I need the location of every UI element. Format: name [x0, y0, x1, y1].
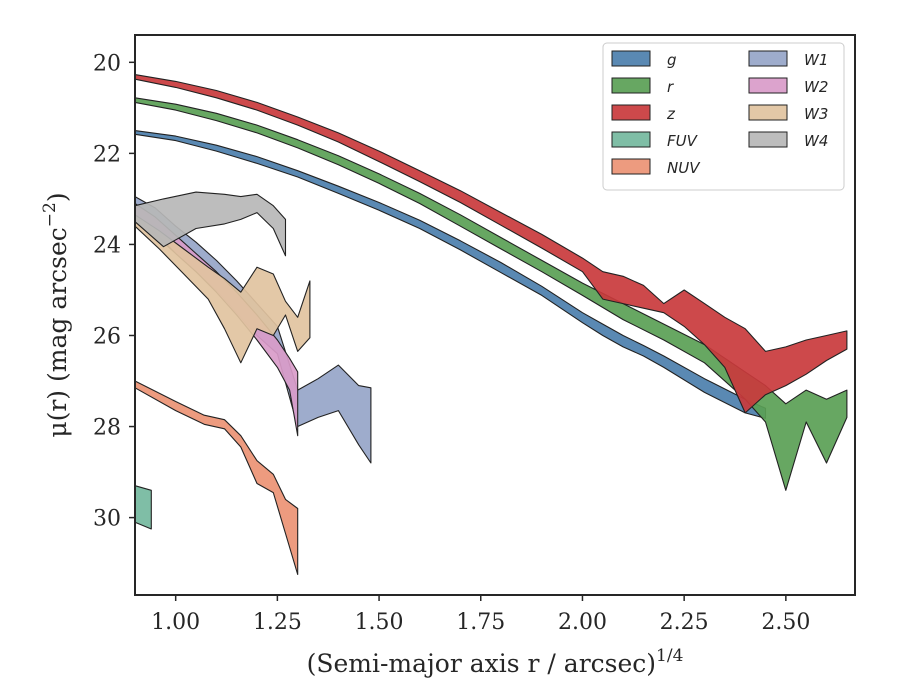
x-tick-label: 1.50	[355, 610, 404, 635]
band-w3	[134, 214, 311, 364]
legend-items: grz FUV NUV W1 W2 W3 W4	[611, 50, 828, 177]
legend-label-w4: W4	[804, 132, 828, 150]
legend-swatch-r	[611, 77, 651, 94]
y-tick-label: 26	[93, 324, 121, 349]
band-fuv	[134, 485, 152, 530]
x-tick-label: 2.25	[660, 610, 709, 635]
legend-label-w3: W3	[804, 105, 828, 123]
legend-label-fuv: FUV	[667, 132, 699, 150]
legend-swatch-nuv	[611, 158, 651, 175]
profile-bands	[134, 74, 848, 576]
band-w4	[134, 191, 287, 257]
x-tick-label: 1.00	[151, 610, 200, 635]
legend-swatch-g	[611, 50, 651, 67]
legend-label-r: r	[667, 78, 674, 96]
x-tick-label: 2.00	[558, 610, 607, 635]
x-tick-label: 2.50	[761, 610, 810, 635]
x-axis-ticks: 1.00 1.25 1.50 1.75 2.00 2.25 2.50	[151, 595, 810, 635]
x-axis-label: (Semi-major axis r / arcsec)1/4	[307, 646, 684, 678]
y-tick-label: 28	[93, 416, 121, 441]
y-tick-label: 20	[93, 51, 121, 76]
y-tick-label: 22	[93, 142, 121, 167]
legend-swatch-z	[611, 104, 651, 121]
legend-swatch-w4	[748, 131, 788, 148]
legend-label-w1: W1	[804, 51, 828, 69]
legend-label-w2: W2	[804, 78, 828, 96]
legend: grz FUV NUV W1 W2 W3 W4	[602, 42, 845, 191]
legend-label-nuv: NUV	[667, 159, 701, 177]
legend-label-g: g	[667, 51, 677, 69]
x-tick-label: 1.25	[253, 610, 302, 635]
legend-swatch-fuv	[611, 131, 651, 148]
y-tick-label: 24	[93, 233, 121, 258]
x-tick-label: 1.75	[456, 610, 505, 635]
plot-frame	[134, 34, 856, 596]
band-r	[134, 97, 848, 491]
legend-label-z: z	[666, 105, 676, 123]
legend-swatch-w1	[748, 50, 788, 67]
y-tick-label: 30	[93, 507, 121, 532]
y-axis-ticks: 20 22 24 26 28 30	[93, 51, 135, 532]
legend-swatch-w2	[748, 77, 788, 94]
band-z	[134, 74, 848, 414]
legend-swatch-w3	[748, 104, 788, 121]
y-axis-label: μ(r) (mag arcsec−2)	[40, 192, 72, 437]
band-nuv	[134, 380, 299, 576]
